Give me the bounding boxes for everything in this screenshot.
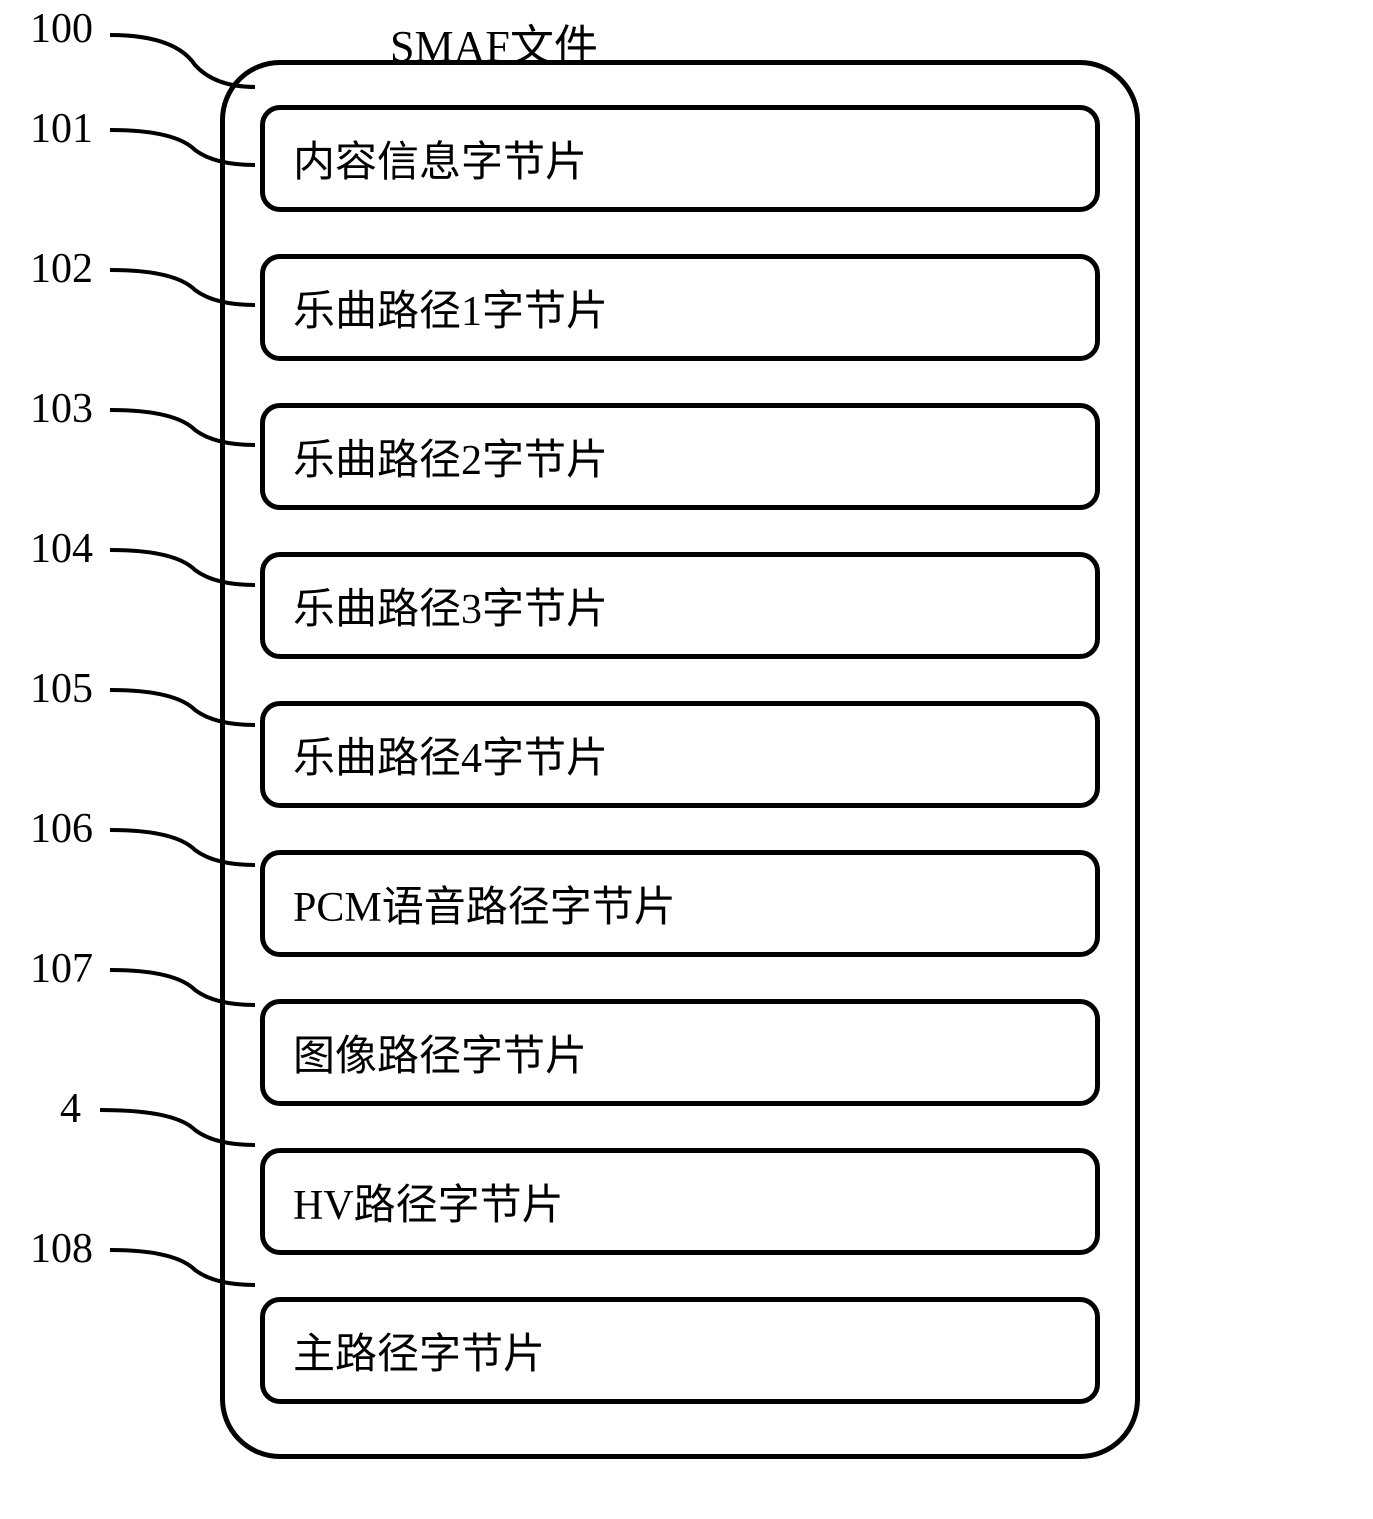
- chunk-music-track-1: 乐曲路径1字节片: [260, 254, 1100, 361]
- chunk-image-track: 图像路径字节片: [260, 999, 1100, 1106]
- ref-label-chunk8: 4: [60, 1085, 81, 1133]
- ref-label-chunk2: 102: [30, 245, 93, 293]
- smaf-file-container: 内容信息字节片 乐曲路径1字节片 乐曲路径2字节片 乐曲路径3字节片 乐曲路径4…: [220, 60, 1140, 1459]
- chunk-content-info: 内容信息字节片: [260, 105, 1100, 212]
- ref-label-chunk1: 101: [30, 105, 93, 153]
- ref-label-chunk3: 103: [30, 385, 93, 433]
- chunk-main-track: 主路径字节片: [260, 1297, 1100, 1404]
- chunk-music-track-2: 乐曲路径2字节片: [260, 403, 1100, 510]
- ref-label-container: 100: [30, 5, 93, 53]
- ref-label-chunk9: 108: [30, 1225, 93, 1273]
- chunk-music-track-4: 乐曲路径4字节片: [260, 701, 1100, 808]
- ref-label-chunk6: 106: [30, 805, 93, 853]
- ref-label-chunk4: 104: [30, 525, 93, 573]
- chunk-pcm-voice-track: PCM语音路径字节片: [260, 850, 1100, 957]
- smaf-diagram: SMAF文件 100 101 102 103 104 105 106 107 4…: [220, 60, 1333, 1459]
- chunk-hv-track: HV路径字节片: [260, 1148, 1100, 1255]
- chunk-music-track-3: 乐曲路径3字节片: [260, 552, 1100, 659]
- ref-label-chunk5: 105: [30, 665, 93, 713]
- ref-label-chunk7: 107: [30, 945, 93, 993]
